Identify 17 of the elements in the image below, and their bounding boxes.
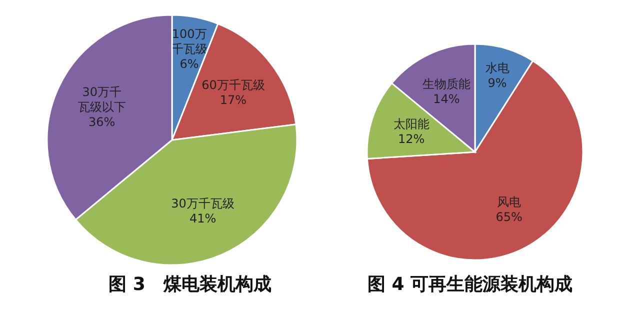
slice-label: 太阳能: [393, 116, 430, 131]
data-label: 14%: [433, 92, 460, 106]
data-label: 36%: [88, 115, 116, 129]
slice-label: 30万千瓦级以下: [78, 85, 126, 114]
text: 图 4 可再生能源装机构成: [367, 274, 573, 295]
slice-label: 60万千瓦级: [202, 78, 265, 92]
slice-label: 水电: [485, 60, 510, 75]
text: 图 3 煤电装机构成: [108, 274, 272, 295]
slice-label: 风电: [497, 195, 522, 210]
data-label: 41%: [189, 212, 216, 226]
slice-label: 30万千瓦级: [171, 196, 234, 211]
data-label: 17%: [220, 93, 247, 107]
data-label: 6%: [180, 57, 199, 72]
data-label: 12%: [398, 132, 425, 146]
data-label: 9%: [488, 76, 507, 90]
slice-label: 生物质能: [422, 76, 470, 91]
data-label: 65%: [496, 210, 522, 224]
